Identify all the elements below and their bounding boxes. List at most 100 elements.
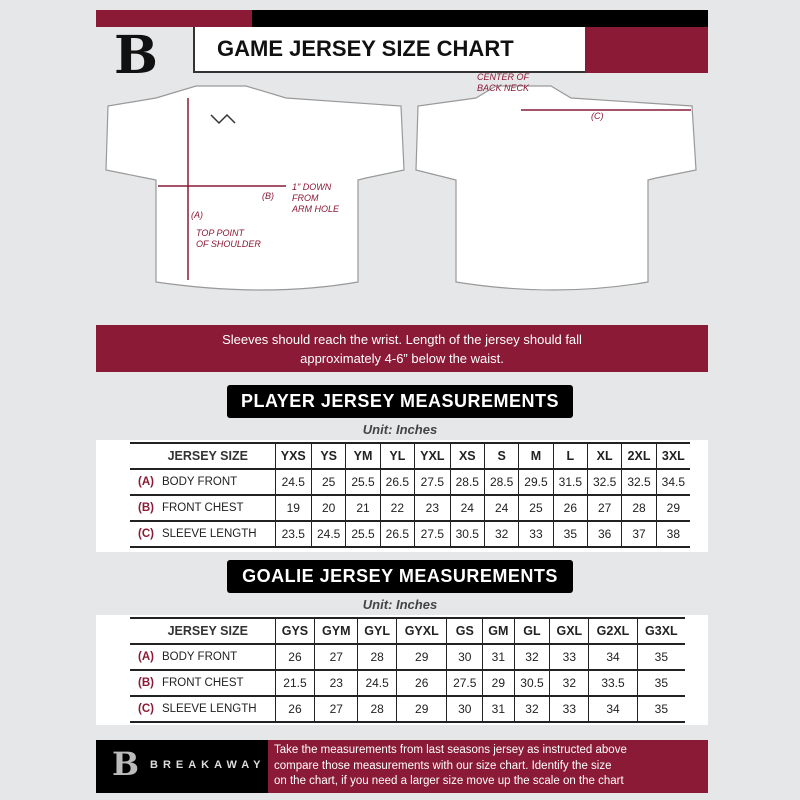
player-unit: Unit: Inches: [362, 422, 438, 437]
size-header: YXS: [274, 442, 312, 470]
page-title: GAME JERSEY SIZE CHART: [217, 36, 514, 61]
table-row: (A) BODY FRONT 24.5 25 25.5 26.5 27.5 28.5 28.5 2…: [130, 469, 690, 496]
row-label: (A) BODY FRONT: [130, 469, 275, 496]
annotation-center-2: BACK NECK: [477, 83, 530, 93]
size-header: GXL: [549, 617, 589, 645]
brand-logo: B: [114, 25, 158, 86]
table-cell: 35: [552, 521, 588, 548]
annotation-center-group: CENTER OF BACK NECK: [477, 72, 529, 94]
table-cell: 30: [446, 644, 483, 671]
table-cell: 22: [379, 495, 415, 522]
size-header: G3XL: [636, 617, 685, 645]
table-cell: 32.5: [586, 469, 622, 496]
row-label: (B) FRONT CHEST: [130, 670, 275, 697]
table-cell: 19: [274, 495, 312, 522]
table-cell: 29: [396, 644, 447, 671]
row-label: (A) BODY FRONT: [130, 644, 275, 671]
table-cell: 27.5: [446, 670, 483, 697]
table-cell: 32.5: [621, 469, 657, 496]
footer-logo: B: [112, 745, 140, 783]
size-header: GYXL: [396, 617, 447, 645]
size-header: GM: [482, 617, 515, 645]
player-section-title: PLAYER JERSEY MEASUREMENTS: [227, 385, 573, 418]
top-accent-bar: [96, 10, 252, 27]
table-cell: 31.5: [552, 469, 588, 496]
size-header: YXL: [414, 442, 451, 470]
table-cell: 27.5: [414, 469, 451, 496]
table-cell: 29: [655, 495, 690, 522]
back-jersey: [415, 85, 697, 291]
row-name: FRONT CHEST: [161, 502, 244, 514]
row-name: SLEEVE LENGTH: [161, 703, 257, 715]
table-cell: 27: [314, 696, 358, 723]
table-cell: 24.5: [274, 469, 312, 496]
table-cell: 23: [314, 670, 358, 697]
table-cell: 28: [357, 696, 397, 723]
table-cell: 31: [482, 644, 515, 671]
annotation-top-2: OF SHOULDER: [196, 239, 261, 249]
size-header: YS: [310, 442, 346, 470]
row-name: FRONT CHEST: [161, 677, 244, 689]
footer-brand-box: [96, 740, 268, 793]
footer-line-3: on the chart, if you need a larger size …: [274, 775, 624, 787]
table-cell: 24: [449, 495, 485, 522]
row-name: BODY FRONT: [161, 651, 238, 663]
size-header: XS: [449, 442, 485, 470]
brand-name: BREAKAWAY: [150, 759, 266, 771]
table-cell: 36: [586, 521, 622, 548]
table-cell: 28.5: [449, 469, 485, 496]
size-header: GYS: [274, 617, 315, 645]
size-header: S: [483, 442, 519, 470]
table-cell: 25: [310, 469, 346, 496]
table-cell: 26: [274, 644, 315, 671]
table-cell: 35: [636, 644, 685, 671]
table-cell: 21: [345, 495, 381, 522]
table-cell: 32: [513, 696, 550, 723]
row-key: (C): [138, 703, 154, 715]
header-label: JERSEY SIZE: [130, 617, 275, 645]
size-header: GS: [446, 617, 483, 645]
footer-instructions: Take the measurements from last seasons …: [268, 740, 708, 793]
note-line-2: approximately 4-6” below the waist.: [300, 351, 504, 366]
table-cell: 24.5: [310, 521, 346, 548]
title-accent: [585, 27, 708, 73]
table-cell: 29: [396, 696, 447, 723]
size-header: GL: [513, 617, 550, 645]
table-cell: 27: [314, 644, 358, 671]
front-jersey: [105, 85, 405, 291]
annotation-down-group: 1" DOWN FROM ARM HOLE: [292, 182, 339, 215]
table-cell: 30.5: [513, 670, 550, 697]
table-cell: 23.5: [274, 521, 312, 548]
note-line-1: Sleeves should reach the wrist. Length o…: [222, 332, 582, 347]
table-cell: 24: [483, 495, 519, 522]
player-size-table: JERSEY SIZE YXS YS YM YL YXL XS S M L XL 2XL 3XL (A) B…: [130, 442, 690, 548]
table-cell: 30.5: [449, 521, 485, 548]
row-label: (C) SLEEVE LENGTH: [130, 696, 275, 723]
row-key: (A): [138, 651, 154, 663]
label-b: (B): [262, 191, 274, 201]
table-row: (C) SLEEVE LENGTH 23.5 24.5 25.5 26.5 27.5 30.5…: [130, 521, 690, 548]
size-header: M: [518, 442, 554, 470]
table-cell: 34: [588, 696, 638, 723]
row-label: (C) SLEEVE LENGTH: [130, 521, 275, 548]
table-row: (B) FRONT CHEST 19 20 21 22 23 24 24 25 26 27 28 29: [130, 495, 690, 522]
jersey-diagram: [105, 85, 697, 291]
size-header: GYL: [357, 617, 397, 645]
size-header: 3XL: [655, 442, 690, 470]
size-header: YL: [379, 442, 415, 470]
table-cell: 25.5: [345, 469, 381, 496]
table-cell: 27: [586, 495, 622, 522]
table-cell: 26: [274, 696, 315, 723]
table-cell: 23: [414, 495, 451, 522]
row-label: (B) FRONT CHEST: [130, 495, 275, 522]
table-cell: 32: [483, 521, 519, 548]
lace-icon: [210, 113, 236, 125]
annotation-down-3: ARM HOLE: [292, 204, 340, 214]
table-cell: 33: [518, 521, 554, 548]
table-cell: 28: [357, 644, 397, 671]
table-cell: 38: [655, 521, 690, 548]
table-cell: 30: [446, 696, 483, 723]
table-row: (C) SLEEVE LENGTH 26 27 28 29 30 31 32 33 34 35: [130, 696, 685, 723]
annotation-top-group: TOP POINT OF SHOULDER: [196, 228, 261, 250]
row-name: SLEEVE LENGTH: [161, 528, 257, 540]
